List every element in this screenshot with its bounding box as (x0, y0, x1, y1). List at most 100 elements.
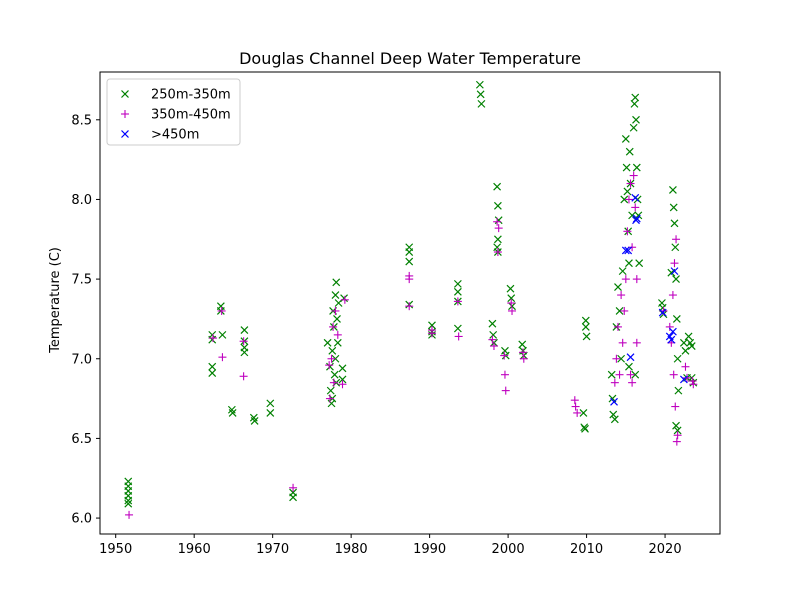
y-tick-label: 8.0 (71, 193, 92, 208)
data-point (617, 354, 626, 363)
data-point (623, 227, 632, 236)
data-point (581, 322, 590, 331)
data-point (672, 315, 681, 323)
legend-marker (121, 110, 129, 118)
data-point (624, 246, 633, 255)
data-point (208, 362, 217, 371)
data-point (405, 248, 414, 256)
data-point (681, 346, 690, 355)
data-point (453, 287, 462, 296)
data-point (631, 203, 640, 212)
data-point (477, 99, 486, 108)
data-point (581, 316, 590, 325)
data-point (405, 257, 414, 266)
x-tick-label: 2020 (649, 542, 682, 557)
data-point (239, 337, 248, 346)
data-point (671, 402, 680, 411)
data-point (325, 394, 334, 403)
data-point (625, 362, 633, 371)
data-point (628, 378, 637, 387)
data-point (621, 275, 630, 284)
data-point (620, 195, 629, 204)
data-point (670, 219, 679, 228)
data-point (612, 354, 621, 363)
data-point (328, 346, 337, 355)
data-point (658, 308, 667, 317)
data-point (610, 415, 619, 424)
x-tick-label: 2000 (492, 542, 525, 557)
chart-title: Douglas Channel Deep Water Temperature (239, 49, 581, 68)
data-point (630, 99, 639, 108)
data-point (665, 322, 674, 331)
data-point (329, 378, 338, 387)
plot-frame (99, 71, 721, 535)
data-point (679, 375, 688, 384)
data-point (625, 147, 634, 156)
legend-marker (121, 130, 129, 138)
data-point (625, 259, 633, 268)
data-point (218, 353, 227, 362)
data-point (405, 275, 414, 284)
data-point (476, 90, 485, 99)
data-point (266, 399, 275, 408)
data-point (681, 362, 690, 371)
data-point (124, 499, 133, 508)
data-point (217, 306, 226, 315)
data-point (628, 211, 637, 220)
data-point (326, 386, 335, 395)
axis-ticks: 1950 1960 1970 1980 1990 2000 2010 2020 6.0 6.5 7.… (71, 113, 681, 557)
data-point (668, 185, 677, 194)
data-point (615, 370, 624, 379)
data-point (289, 493, 297, 502)
data-point (239, 372, 248, 381)
data-point (609, 410, 618, 419)
data-point (571, 402, 580, 411)
data-point (488, 335, 497, 344)
data-point (124, 496, 133, 505)
data-point (493, 235, 502, 244)
data-point (615, 307, 624, 315)
data-point (325, 361, 334, 370)
data-point (338, 364, 347, 373)
data-point (333, 315, 341, 323)
data-point (454, 332, 463, 341)
data-point (240, 348, 249, 357)
legend: 250m-350m 350m-450m >450m (106, 78, 241, 146)
data-point (507, 299, 516, 307)
data-point (326, 362, 334, 371)
data-point (489, 330, 498, 339)
data-point (331, 291, 340, 299)
x-tick-label: 1990 (413, 542, 446, 557)
data-point (631, 93, 640, 102)
data-point (453, 324, 462, 333)
data-point (673, 354, 682, 363)
legend-marker (121, 90, 129, 98)
data-point (632, 115, 640, 124)
data-point (632, 216, 640, 225)
data-point (632, 338, 641, 347)
data-point (329, 322, 338, 331)
data-point (333, 338, 342, 347)
data-point (632, 275, 641, 284)
y-tick-label: 7.5 (71, 273, 92, 288)
data-point (667, 335, 676, 344)
data-point (582, 332, 591, 341)
data-point (674, 386, 683, 395)
data-point (519, 348, 528, 357)
x-tick-label: 1970 (256, 542, 289, 557)
data-point (672, 437, 681, 446)
y-axis-label: Temperature (C) (48, 247, 63, 354)
data-point (581, 424, 589, 433)
data-point (621, 134, 630, 143)
data-point (607, 370, 616, 379)
data-point (508, 302, 516, 311)
y-tick-label: 7.0 (71, 352, 92, 367)
data-point (493, 182, 502, 191)
series-2 (610, 193, 688, 406)
data-point (573, 408, 582, 417)
data-point (610, 397, 618, 406)
data-point (428, 321, 436, 330)
data-point (266, 408, 275, 417)
data-point (683, 373, 692, 382)
